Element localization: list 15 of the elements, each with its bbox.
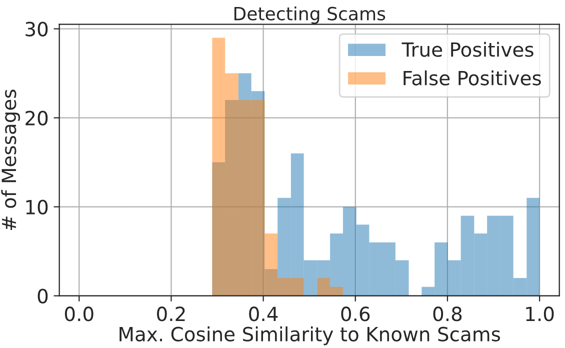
x-tick-label: 1.0	[526, 306, 554, 322]
x-tick-label: 0.0	[64, 306, 94, 322]
y-tick-label: 20	[26, 110, 48, 126]
x-tick-label: 0.6	[341, 306, 370, 322]
x-axis-title: Max. Cosine Similarity to Known Scams	[120, 326, 500, 346]
x-tick-label: 0.4	[249, 306, 278, 322]
y-axis-title: # of Messages	[1, 90, 20, 230]
chart-title: Detecting Scams	[234, 6, 386, 24]
legend-label: False Positives	[404, 70, 541, 86]
x-tick-label: 0.8	[433, 306, 462, 322]
y-tick-label: 10	[26, 200, 48, 214]
y-tick-label: 0	[38, 288, 48, 304]
y-tick-label: 30	[26, 22, 48, 36]
legend-label: True Positives	[402, 42, 534, 57]
x-tick-label: 0.2	[157, 306, 185, 322]
